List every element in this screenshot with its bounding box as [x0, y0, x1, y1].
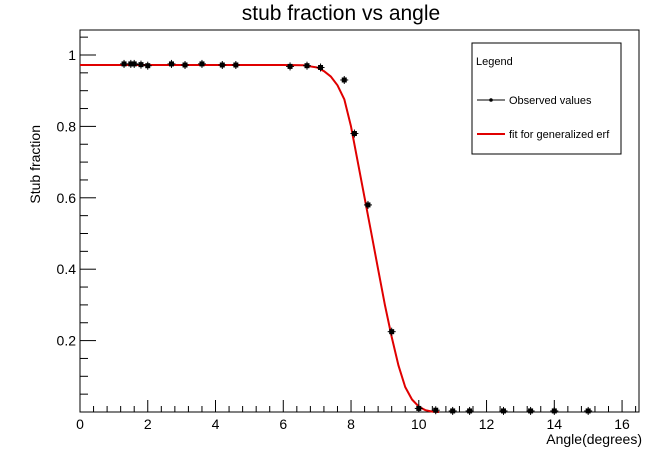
legend-box: [471, 42, 622, 155]
chart-title: stub fraction vs angle: [242, 2, 440, 25]
observed-point: [340, 75, 349, 84]
observed-point: [197, 59, 206, 68]
observed-point: [143, 61, 152, 70]
y-tick-label: 0.4: [57, 261, 77, 277]
observed-point: [550, 406, 559, 415]
observed-point: [218, 60, 227, 69]
observed-point: [414, 404, 423, 413]
x-tick-label: 4: [212, 416, 220, 432]
observed-point: [286, 62, 295, 71]
y-tick-label: 0.6: [57, 190, 77, 206]
observed-point: [181, 60, 190, 69]
x-tick-label: 0: [76, 416, 84, 432]
x-tick-label: 10: [411, 416, 427, 432]
observed-point: [130, 59, 139, 68]
x-tick-label: 8: [347, 416, 355, 432]
y-axis-title: Stub fraction: [27, 125, 43, 204]
observed-point: [302, 61, 311, 70]
x-axis: 0 2 4 6 8 10 12 14 16: [76, 400, 637, 432]
observed-point: [363, 200, 372, 209]
legend-observed-marker-icon: [489, 98, 493, 102]
x-tick-label: 6: [279, 416, 287, 432]
observed-point: [120, 59, 129, 68]
observed-point: [499, 406, 508, 415]
observed-point: [167, 59, 176, 68]
legend: Legend Observed values fit for generaliz…: [471, 42, 622, 155]
legend-title: Legend: [476, 56, 513, 68]
legend-entry-observed: Observed values: [509, 95, 592, 107]
observed-point: [431, 406, 440, 415]
y-tick-label: 1: [68, 47, 76, 63]
plot-frame: [79, 29, 640, 413]
series-layer: [80, 59, 593, 415]
observed-point: [316, 63, 325, 72]
y-tick-label: 0.8: [57, 118, 77, 134]
observed-point: [448, 406, 457, 415]
observed-point: [465, 406, 474, 415]
observed-point: [231, 60, 240, 69]
legend-entry-fit: fit for generalized erf: [509, 129, 610, 141]
x-tick-label: 2: [144, 416, 152, 432]
observed-point: [350, 129, 359, 138]
x-tick-label: 12: [479, 416, 495, 432]
observed-point: [584, 406, 593, 415]
x-tick-label: 16: [614, 416, 630, 432]
x-tick-label: 14: [547, 416, 563, 432]
plot-area-border: [79, 29, 640, 413]
observed-point: [526, 406, 535, 415]
y-axis: 0.2 0.4 0.6 0.8 1: [57, 36, 96, 395]
y-tick-label: 0.2: [57, 333, 77, 349]
x-axis-title: Angle(degrees): [546, 431, 642, 447]
observed-point: [136, 60, 145, 69]
observed-point: [387, 327, 396, 336]
